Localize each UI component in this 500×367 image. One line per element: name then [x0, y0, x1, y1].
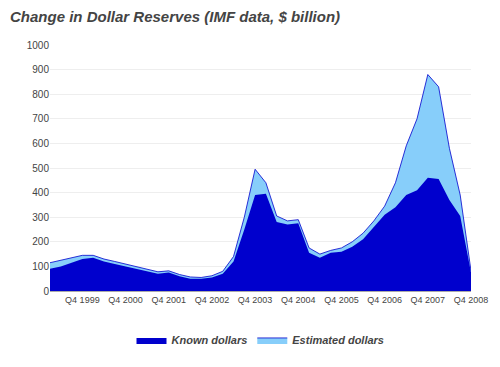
svg-text:Q4 2007: Q4 2007 — [411, 295, 446, 305]
svg-text:Known dollars: Known dollars — [172, 334, 248, 346]
svg-text:1000: 1000 — [27, 40, 50, 51]
svg-text:300: 300 — [32, 212, 49, 223]
svg-text:Q4 2006: Q4 2006 — [367, 295, 402, 305]
svg-text:Estimated dollars: Estimated dollars — [292, 334, 384, 346]
svg-text:500: 500 — [32, 163, 49, 174]
svg-text:900: 900 — [32, 64, 49, 75]
svg-text:Q4 2002: Q4 2002 — [195, 295, 230, 305]
svg-text:Q4 2005: Q4 2005 — [324, 295, 359, 305]
svg-text:0: 0 — [43, 286, 49, 297]
svg-text:800: 800 — [32, 89, 49, 100]
svg-text:400: 400 — [32, 187, 49, 198]
svg-text:Q4 2001: Q4 2001 — [151, 295, 186, 305]
svg-text:600: 600 — [32, 138, 49, 149]
svg-text:Q4 2008: Q4 2008 — [454, 295, 489, 305]
svg-text:Change in Dollar Reserves (IMF: Change in Dollar Reserves (IMF data, $ b… — [10, 8, 340, 25]
svg-text:Q4 2003: Q4 2003 — [238, 295, 273, 305]
svg-text:Q4 2000: Q4 2000 — [108, 295, 143, 305]
svg-text:Q4 2004: Q4 2004 — [281, 295, 316, 305]
svg-text:700: 700 — [32, 113, 49, 124]
svg-text:200: 200 — [32, 236, 49, 247]
svg-text:Q4 1999: Q4 1999 — [65, 295, 100, 305]
svg-text:100: 100 — [32, 261, 49, 272]
